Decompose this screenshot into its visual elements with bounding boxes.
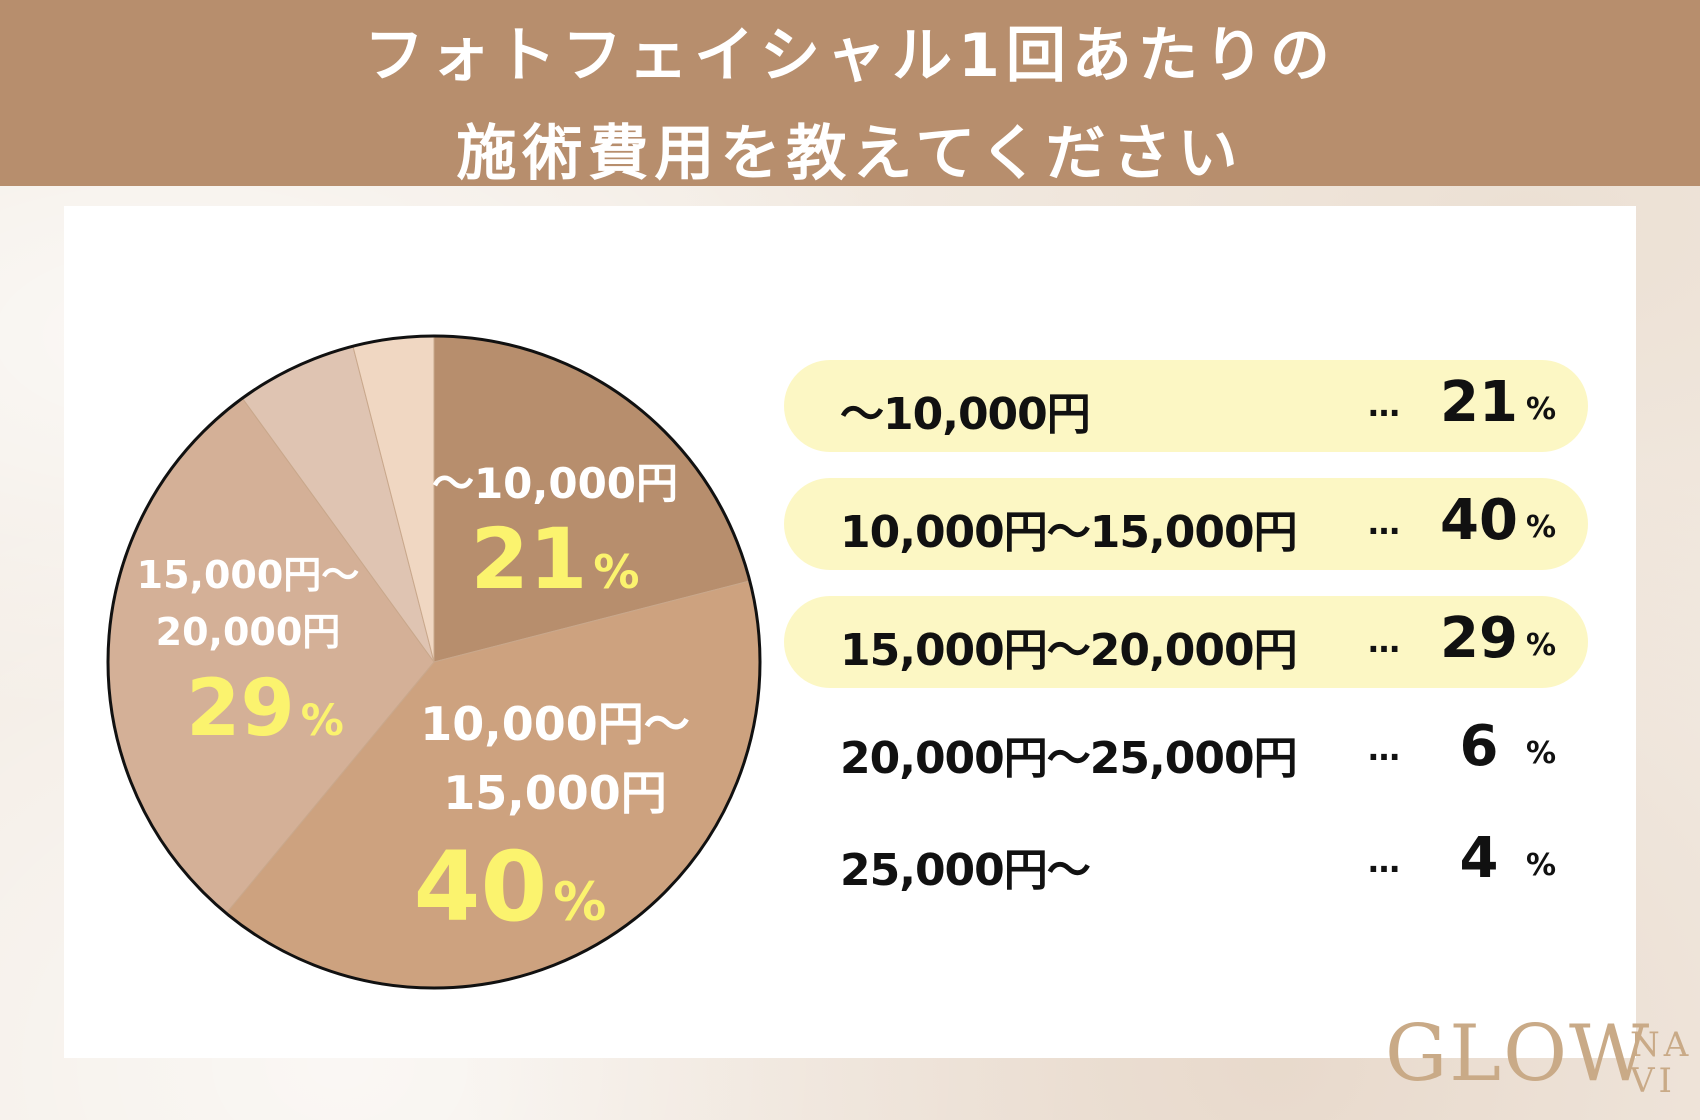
logo-suffix: NA VI (1630, 1025, 1693, 1101)
chart-title-line-1: フォトフェイシャル1回あたりの (364, 21, 1336, 91)
pie-slice-label: 10,000円〜 (420, 697, 690, 751)
logo-suffix-top: NA (1630, 1025, 1693, 1065)
pie-slice-value: 21% (471, 510, 640, 608)
pie-slice-label: 15,000円〜 (137, 553, 360, 597)
pie-slice-label: 15,000円 (443, 766, 667, 820)
glow-navi-logo: GLOW (1385, 1009, 1652, 1099)
logo-suffix-bottom: VI (1630, 1060, 1676, 1101)
pie-outline (106, 334, 762, 990)
chart-title-line-2: 施術費用を教えてください (456, 119, 1244, 189)
pie-slice-label: 20,000円 (156, 610, 341, 654)
header-banner: フォトフェイシャル1回あたりの 施術費用を教えてください (0, 0, 1700, 189)
pie-slice-value: 29% (186, 664, 344, 754)
pie-slice-value: 40% (414, 831, 607, 943)
pie-slice-label: 〜10,000円 (432, 459, 678, 508)
